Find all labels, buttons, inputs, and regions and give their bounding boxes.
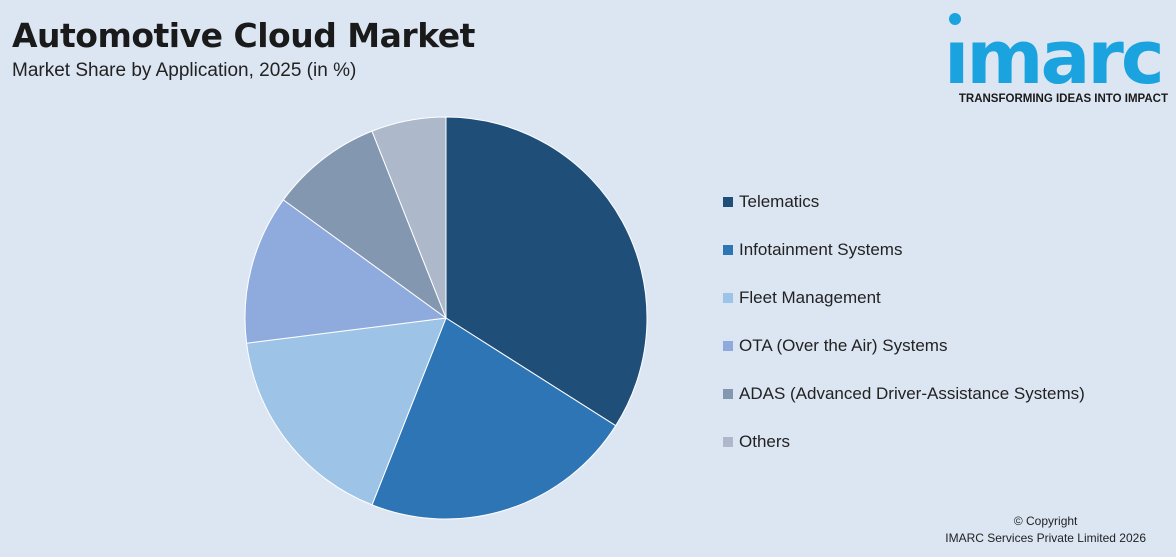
copyright-line-2: IMARC Services Private Limited 2026 [945,531,1146,545]
pie-slice-others [371,116,447,319]
logo-tagline: TRANSFORMING IDEAS INTO IMPACT [958,93,1168,105]
legend-label: OTA (Over the Air) Systems [739,336,948,355]
logo-dot-icon [949,13,961,25]
chart-subtitle: Market Share by Application, 2025 (in %) [12,60,357,81]
legend-item: Telematics [723,190,1085,214]
chart-title: Automotive Cloud Market [12,16,475,55]
logo-wordmark: ımarc [944,15,1165,101]
legend-item: OTA (Over the Air) Systems [723,334,1085,358]
legend-swatch [723,293,733,303]
pie-slice-fleet-management [246,317,447,506]
imarc-logo: ımarc TRANSFORMING IDEAS INTO IMPACT [944,12,1168,108]
pie-slice-ota-over-the-air-systems [244,199,448,344]
pie-slice-infotainment-systems [371,317,617,520]
legend-label: ADAS (Advanced Driver-Assistance Systems… [739,384,1085,403]
chart-legend: Telematics Infotainment Systems Fleet Mana… [723,190,1085,478]
legend-swatch [723,245,733,255]
legend-item: Infotainment Systems [723,238,1085,262]
copyright: © Copyright IMARC Services Private Limit… [945,513,1146,547]
pie-chart [244,116,648,520]
legend-label: Others [739,432,791,451]
legend-label: Infotainment Systems [739,240,903,259]
legend-swatch [723,389,733,399]
legend-swatch [723,437,733,447]
legend-swatch [723,197,733,207]
legend-item: Others [723,430,1085,454]
pie-slice-telematics [445,116,648,427]
legend-label: Telematics [739,192,820,211]
copyright-line-1: © Copyright [1013,514,1078,528]
legend-item: Fleet Management [723,286,1085,310]
legend-item: ADAS (Advanced Driver-Assistance Systems… [723,382,1085,406]
pie-slice-adas-advanced-driver-assistance-systems [282,130,448,320]
legend-swatch [723,341,733,351]
legend-label: Fleet Management [739,288,881,307]
